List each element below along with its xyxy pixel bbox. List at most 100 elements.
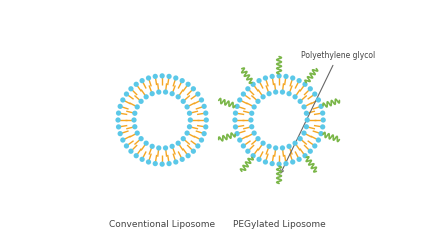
Circle shape <box>260 141 266 146</box>
Circle shape <box>273 90 278 95</box>
Circle shape <box>140 157 145 162</box>
Circle shape <box>263 159 268 165</box>
Circle shape <box>132 111 137 116</box>
Circle shape <box>277 73 282 78</box>
Circle shape <box>191 86 196 91</box>
Circle shape <box>297 136 303 141</box>
Circle shape <box>312 91 318 97</box>
Circle shape <box>144 94 149 99</box>
Circle shape <box>290 75 295 81</box>
Circle shape <box>160 162 165 167</box>
Circle shape <box>237 138 242 143</box>
Circle shape <box>203 110 208 116</box>
Circle shape <box>140 78 145 83</box>
Circle shape <box>153 74 158 79</box>
Circle shape <box>169 144 175 149</box>
Circle shape <box>146 159 151 165</box>
Circle shape <box>297 99 303 104</box>
Circle shape <box>320 124 325 130</box>
Circle shape <box>260 94 266 99</box>
Circle shape <box>173 159 178 165</box>
Circle shape <box>305 117 310 123</box>
Circle shape <box>160 73 165 78</box>
Circle shape <box>304 111 309 116</box>
Circle shape <box>269 161 275 166</box>
Circle shape <box>249 124 254 129</box>
Circle shape <box>280 145 285 150</box>
Circle shape <box>149 91 155 96</box>
Circle shape <box>163 145 168 150</box>
Circle shape <box>318 104 324 109</box>
Circle shape <box>146 75 151 81</box>
Circle shape <box>138 99 144 104</box>
Circle shape <box>203 124 208 130</box>
Circle shape <box>302 153 308 158</box>
Circle shape <box>256 99 260 104</box>
Circle shape <box>316 97 321 102</box>
Circle shape <box>180 157 185 162</box>
Circle shape <box>248 117 253 123</box>
Circle shape <box>120 97 125 102</box>
Circle shape <box>134 153 139 158</box>
Circle shape <box>195 143 201 149</box>
Circle shape <box>245 86 251 91</box>
Circle shape <box>293 94 297 99</box>
Circle shape <box>316 138 321 143</box>
Circle shape <box>293 141 297 146</box>
Circle shape <box>302 82 308 87</box>
Circle shape <box>173 75 178 81</box>
Circle shape <box>191 149 196 154</box>
Circle shape <box>235 104 240 109</box>
Circle shape <box>290 159 295 165</box>
Circle shape <box>235 131 240 136</box>
Circle shape <box>297 78 302 83</box>
Circle shape <box>176 94 181 99</box>
Circle shape <box>181 136 186 141</box>
Circle shape <box>180 78 185 83</box>
Circle shape <box>181 99 186 104</box>
Circle shape <box>176 141 181 146</box>
Circle shape <box>156 145 161 150</box>
Circle shape <box>277 162 282 167</box>
Circle shape <box>245 149 251 154</box>
Circle shape <box>232 117 238 123</box>
Circle shape <box>188 117 193 123</box>
Circle shape <box>186 82 191 87</box>
Circle shape <box>116 110 121 116</box>
Text: Conventional Liposome: Conventional Liposome <box>109 221 215 229</box>
Text: PEGylated Liposome: PEGylated Liposome <box>233 221 326 229</box>
Circle shape <box>204 117 209 123</box>
Circle shape <box>320 110 325 116</box>
Circle shape <box>263 75 268 81</box>
Circle shape <box>286 91 292 96</box>
Circle shape <box>124 143 129 149</box>
Circle shape <box>266 91 272 96</box>
Circle shape <box>163 90 168 95</box>
Circle shape <box>283 161 289 166</box>
Circle shape <box>280 90 285 95</box>
Circle shape <box>241 143 246 149</box>
Circle shape <box>153 161 158 166</box>
Circle shape <box>187 124 192 129</box>
Circle shape <box>273 145 278 150</box>
Circle shape <box>283 74 289 79</box>
Circle shape <box>149 144 155 149</box>
Circle shape <box>186 153 191 158</box>
Circle shape <box>312 143 318 149</box>
Circle shape <box>318 131 324 136</box>
Circle shape <box>251 153 256 158</box>
Circle shape <box>169 91 175 96</box>
Circle shape <box>321 117 326 123</box>
Circle shape <box>185 131 190 136</box>
Circle shape <box>187 111 192 116</box>
Circle shape <box>252 131 257 136</box>
Circle shape <box>128 149 133 154</box>
Circle shape <box>116 124 121 130</box>
Circle shape <box>124 91 129 97</box>
Circle shape <box>241 91 246 97</box>
Circle shape <box>308 149 313 154</box>
Circle shape <box>120 138 125 143</box>
Circle shape <box>199 97 204 102</box>
Circle shape <box>304 124 309 129</box>
Circle shape <box>195 91 201 97</box>
